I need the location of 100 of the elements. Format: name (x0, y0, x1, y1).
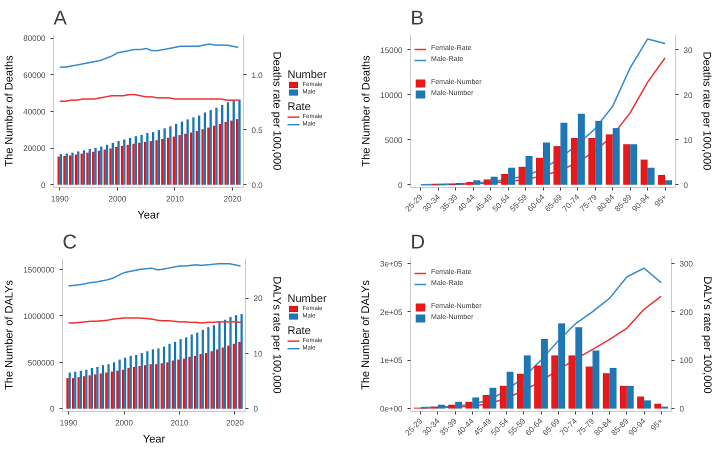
bar (570, 138, 578, 185)
bar (202, 330, 204, 409)
y-tick-label: 0e+00 (380, 404, 404, 414)
y2-tick-label: 1.0 (252, 70, 264, 80)
bar (466, 182, 474, 185)
bar (172, 136, 175, 185)
bar (227, 346, 230, 409)
bar (212, 126, 216, 185)
x-tick-label: 2000 (115, 418, 134, 428)
bar (218, 124, 222, 185)
bar (174, 124, 178, 185)
bar (623, 144, 630, 185)
bar (658, 174, 666, 185)
bar (96, 366, 99, 409)
bar (126, 144, 129, 185)
y-tick-label: 1500000 (23, 266, 56, 275)
bar (438, 404, 445, 409)
bar (110, 372, 113, 409)
bar (185, 337, 188, 409)
y-tick-label: 20000 (23, 144, 46, 154)
bar (534, 366, 541, 409)
bar (207, 327, 210, 409)
bar (610, 368, 617, 409)
bar (575, 327, 582, 409)
bar (526, 156, 533, 185)
bar (472, 397, 480, 409)
bar (210, 110, 212, 185)
y2-tick-label: 20 (254, 294, 263, 304)
chart-title: B (410, 8, 424, 30)
bar (94, 374, 96, 409)
bar (588, 138, 596, 185)
bar (102, 365, 104, 409)
y2-tick-label: 0 (254, 404, 258, 414)
y2-axis-title: Deaths rate per 100,000 (700, 52, 712, 170)
bar (169, 126, 172, 185)
bar (224, 122, 227, 185)
bar (112, 142, 114, 185)
bar (66, 154, 68, 185)
bar (158, 130, 160, 185)
bar (118, 360, 121, 409)
bar (157, 348, 160, 409)
bar (161, 138, 164, 185)
y-tick-label: 0 (50, 404, 56, 414)
bar (112, 362, 116, 409)
bar (190, 334, 193, 409)
bar (196, 332, 198, 409)
y-tick-label: 1000000 (23, 312, 56, 321)
bar (448, 404, 456, 409)
bar (626, 386, 634, 409)
y2-tick-label: 10 (254, 349, 263, 358)
bar (124, 358, 126, 409)
bar (77, 377, 80, 409)
x-tick-label: 95+ (652, 192, 669, 209)
bar (80, 370, 82, 409)
bar (150, 141, 152, 185)
bar (630, 144, 638, 185)
bar (116, 370, 119, 409)
bar (144, 365, 146, 409)
bar (150, 364, 152, 409)
y-tick-label: 500000 (28, 358, 56, 368)
bar (586, 366, 593, 409)
bar (637, 396, 644, 409)
bar (105, 372, 108, 409)
bar (194, 356, 196, 409)
chart-title: A (54, 8, 68, 30)
bar (489, 388, 496, 409)
y-tick-label: 2e+05 (380, 308, 404, 317)
y-axis-title: The Number of DALYs (360, 280, 372, 390)
bar (541, 338, 548, 409)
bar (172, 360, 174, 409)
y-axis-title: The Number of Deaths (360, 54, 372, 167)
y2-tick-label: 20 (684, 90, 693, 100)
bar (152, 132, 154, 185)
bar (221, 105, 224, 185)
bar (198, 115, 200, 185)
bar (595, 120, 602, 185)
bar (508, 168, 516, 185)
x-tick-label: 2020 (224, 194, 242, 204)
bar (212, 325, 215, 409)
bar (506, 372, 514, 409)
line-series (68, 263, 242, 287)
y2-tick-label: 200 (680, 308, 694, 317)
bar (238, 342, 241, 409)
x-tick-label: 2020 (226, 418, 244, 428)
bar (543, 142, 550, 185)
bar (232, 344, 235, 409)
bar (85, 370, 88, 409)
bar (146, 133, 148, 185)
y-tick-label: 0 (41, 180, 46, 190)
bar (168, 344, 171, 409)
bar (236, 119, 238, 185)
bar (524, 355, 531, 409)
bar (127, 368, 130, 409)
bar (58, 156, 60, 185)
bar (186, 119, 189, 185)
bar (455, 402, 462, 409)
bar (72, 378, 74, 409)
y-tick-label: 40000 (23, 107, 46, 116)
x-tick-label: 1990 (50, 194, 70, 204)
bar (606, 134, 613, 185)
